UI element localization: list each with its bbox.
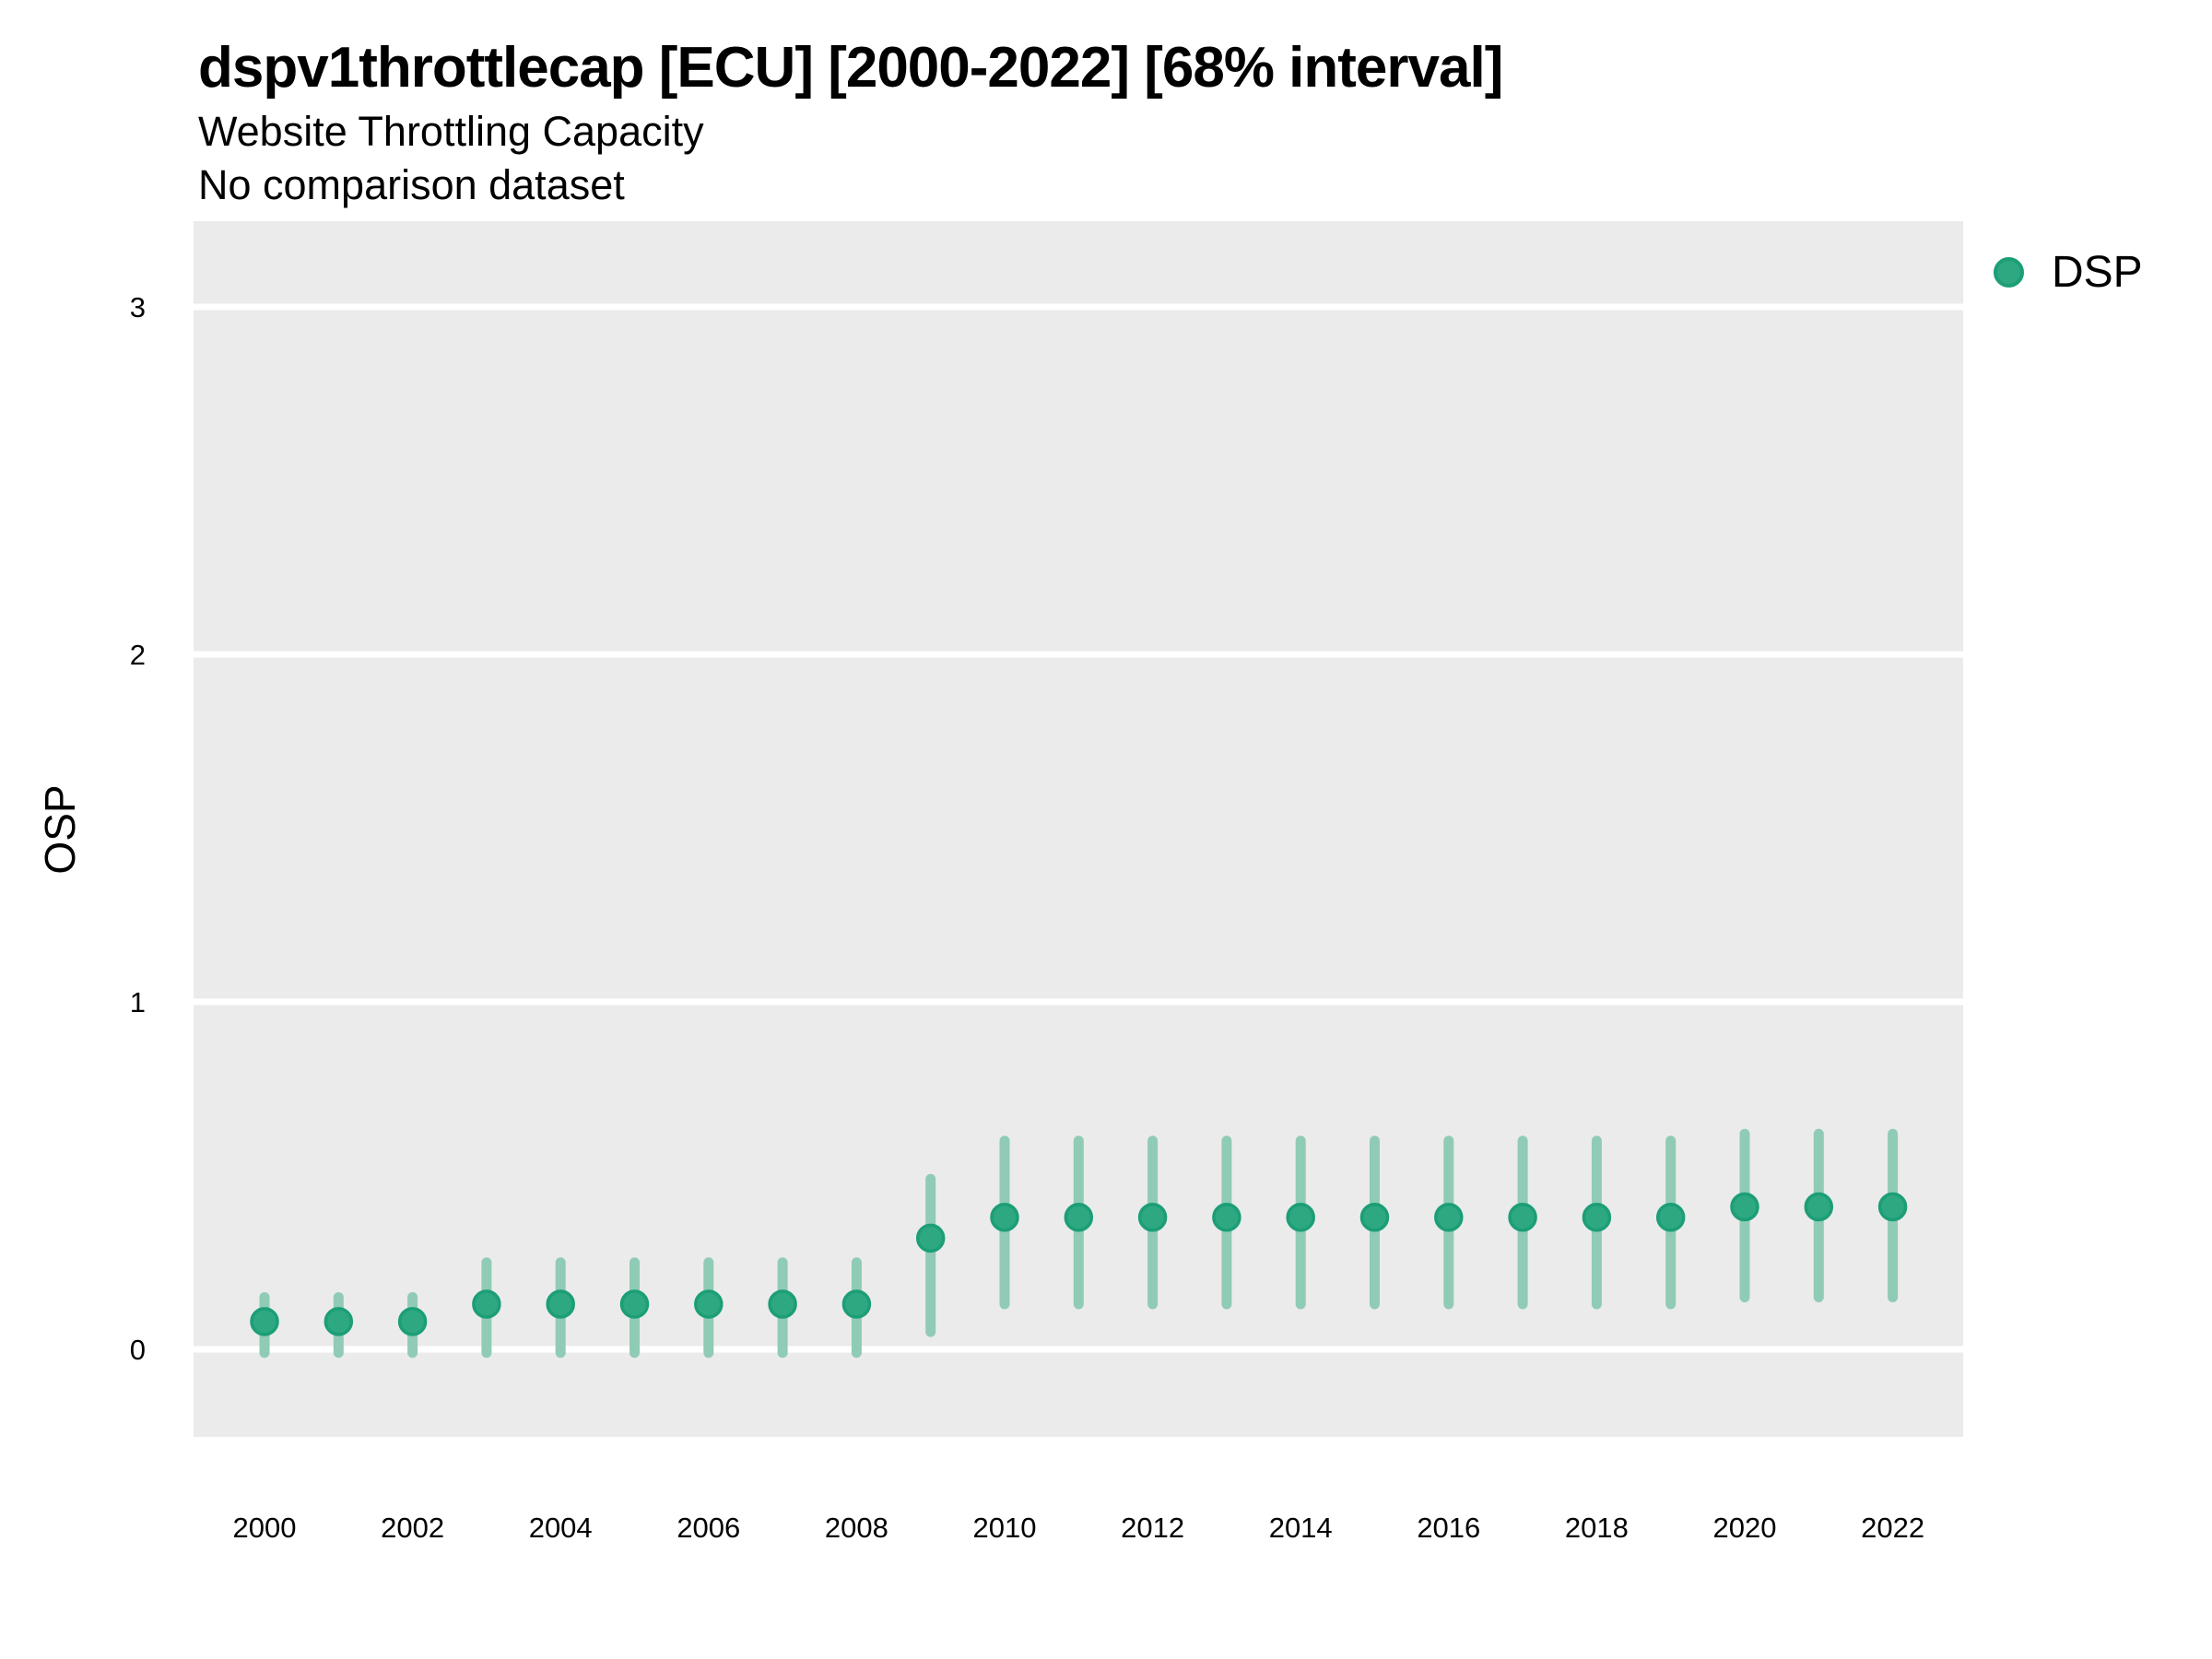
data-point-2014 [1286, 1202, 1315, 1232]
data-point-2001 [324, 1307, 354, 1336]
data-point-2003 [472, 1289, 501, 1319]
x-tick-label-2008: 2008 [825, 1512, 888, 1544]
data-point-2008 [841, 1289, 872, 1319]
data-point-2022 [1877, 1192, 1908, 1222]
x-tick-label-2004: 2004 [529, 1512, 593, 1544]
data-point-2011 [1064, 1202, 1094, 1232]
data-point-2015 [1359, 1202, 1390, 1232]
chart-title: dspv1throttlecap [ECU] [2000-2022] [68% … [198, 36, 1503, 100]
comparison-note: No comparison dataset [198, 161, 625, 208]
chart-header: dspv1throttlecap [ECU] [2000-2022] [68% … [198, 31, 1503, 212]
data-point-2007 [768, 1289, 797, 1319]
legend-label: DSP [2052, 248, 2143, 297]
data-point-2006 [694, 1289, 724, 1319]
x-tick-label-2000: 2000 [233, 1512, 297, 1544]
x-tick-labels-group: 2000 2002 2004 2006 2008 2010 2012 2014 2016 2018… [233, 1512, 1925, 1544]
x-tick-label-2016: 2016 [1417, 1512, 1480, 1544]
data-point-2000 [250, 1307, 279, 1336]
legend: DSP [1994, 247, 2143, 298]
data-point-2019 [1655, 1202, 1686, 1232]
x-tick-label-2020: 2020 [1713, 1512, 1777, 1544]
data-point-2017 [1508, 1202, 1537, 1232]
x-tick-label-2002: 2002 [381, 1512, 444, 1544]
x-tick-label-2014: 2014 [1269, 1512, 1333, 1544]
data-point-2013 [1212, 1202, 1241, 1232]
y-tick-label-1: 1 [130, 986, 146, 1018]
x-tick-label-2022: 2022 [1861, 1512, 1924, 1544]
y-tick-label-2: 2 [130, 639, 146, 671]
data-point-2010 [990, 1202, 1019, 1232]
y-tick-label-3: 3 [130, 291, 146, 324]
data-point-2012 [1137, 1202, 1168, 1232]
x-tick-label-2010: 2010 [973, 1512, 1037, 1544]
data-point-2002 [397, 1307, 428, 1336]
legend-dot-icon [1994, 257, 2024, 288]
points-group [250, 1192, 1908, 1336]
data-point-2020 [1730, 1192, 1759, 1222]
y-tick-label-0: 0 [130, 1334, 146, 1366]
x-tick-label-2006: 2006 [677, 1512, 740, 1544]
x-tick-label-2018: 2018 [1565, 1512, 1629, 1544]
data-point-2016 [1434, 1202, 1464, 1232]
data-point-2021 [1804, 1192, 1834, 1222]
data-point-2018 [1582, 1202, 1612, 1232]
x-tick-label-2012: 2012 [1121, 1512, 1184, 1544]
y-axis-title: OSP [36, 784, 84, 875]
data-point-2005 [619, 1289, 650, 1319]
chart-subtitle: Website Throttling Capacity [198, 108, 704, 155]
y-tick-labels-group: 0 1 2 3 [130, 291, 146, 1366]
data-point-2009 [915, 1223, 946, 1253]
data-point-2004 [546, 1289, 575, 1319]
